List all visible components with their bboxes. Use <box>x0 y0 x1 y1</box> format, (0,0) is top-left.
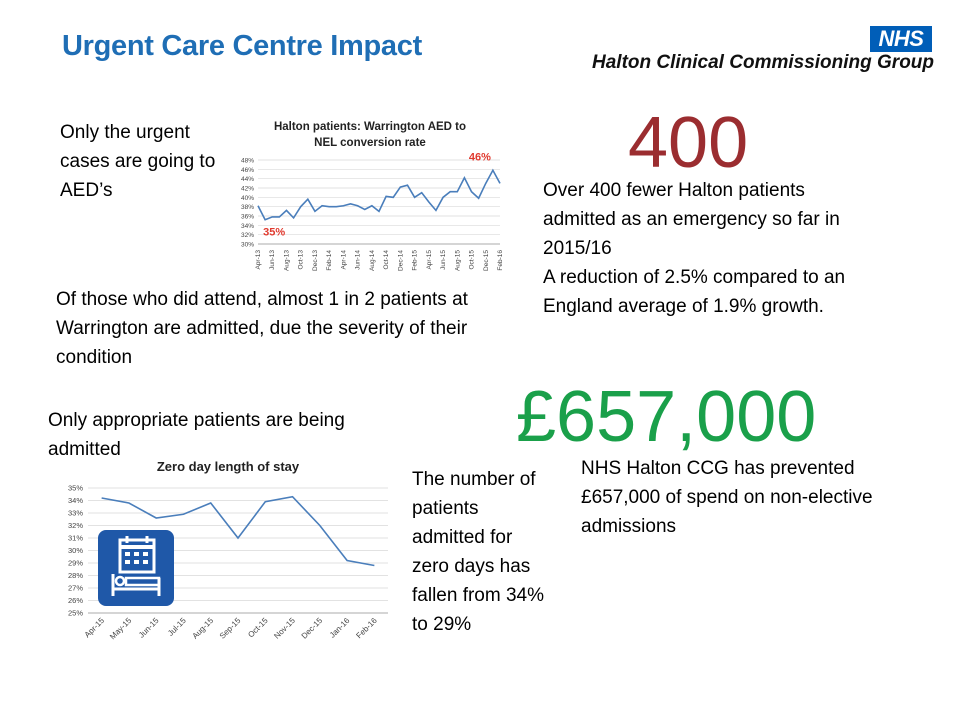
chart2-x-tick-label: Jan-16 <box>328 616 352 640</box>
chart1-y-tick-label: 44% <box>241 176 254 183</box>
chart2-y-tick-label: 34% <box>68 496 83 505</box>
chart1-x-tick-label: Oct-14 <box>383 250 390 270</box>
chart1-y-tick-label: 38% <box>241 204 254 211</box>
chart2-x-tick-label: Jun-15 <box>137 616 161 640</box>
chart1-x-tick-label: Aug-15 <box>454 250 461 271</box>
chart2-y-tick-label: 35% <box>68 484 83 493</box>
attend-note: Of those who did attend, almost 1 in 2 p… <box>56 289 468 368</box>
chart1-x-tick-label: Apr-15 <box>426 250 433 270</box>
big-number-400: 400 <box>628 103 749 183</box>
appropriate-note: Only appropriate patients are being admi… <box>48 410 345 460</box>
chart2-y-tick-label: 30% <box>68 546 83 555</box>
chart1-x-tick-label: Oct-15 <box>469 250 476 270</box>
chart1-x-tick-label: Aug-13 <box>283 250 290 271</box>
chart1-x-tick-label: Feb-15 <box>412 250 419 271</box>
chart1-title-line1: Halton patients: Warrington AED to <box>274 121 466 133</box>
chart2-y-tick-label: 25% <box>68 609 83 618</box>
organisation-name: Halton Clinical Commissioning Group <box>592 52 935 73</box>
zero-day-los-chart: Zero day length of stay 35% 34% 33% 32% 31% 3… <box>68 459 388 642</box>
chart1-x-tick-label: Apr-14 <box>340 250 347 270</box>
chart2-x-tick-label: Feb-16 <box>354 616 379 641</box>
chart1-y-tick-label: 42% <box>241 186 254 193</box>
chart2-x-tick-label: Dec-15 <box>300 616 325 641</box>
chart1-x-tick-label: Feb-14 <box>326 250 333 271</box>
chart1-x-tick-label: Apr-13 <box>255 250 262 270</box>
chart1-annotation-min: 35% <box>263 227 285 239</box>
chart2-x-tick-label: Aug-15 <box>191 616 216 641</box>
chart1-x-tick-label: Dec-15 <box>483 250 490 271</box>
big-number-657000: £657,000 <box>516 377 817 457</box>
chart1-y-tick-label: 30% <box>241 242 254 249</box>
chart1-y-tick-label: 34% <box>241 223 254 230</box>
aed-note: Only the urgent cases are going to AED’s <box>60 122 216 201</box>
chart1-series-line <box>257 168 501 221</box>
chart2-y-tick-label: 32% <box>68 521 83 530</box>
chart1-y-tick-label: 48% <box>241 158 254 165</box>
chart2-y-tick-label: 27% <box>68 584 83 593</box>
nhs-logo: NHS <box>870 26 932 52</box>
chart2-title: Zero day length of stay <box>157 459 300 474</box>
chart1-y-tick-label: 46% <box>241 167 254 174</box>
chart1-x-tick-label: Dec-13 <box>312 250 319 271</box>
chart2-x-tick-label: Sep-15 <box>218 616 243 641</box>
chart2-y-tick-label: 28% <box>68 571 83 580</box>
chart1-title-line2: NEL conversion rate <box>314 137 426 149</box>
chart2-series-line <box>101 495 375 567</box>
chart1-x-tick-label: Jun-15 <box>440 250 447 270</box>
chart1-x-tick-label: Oct-13 <box>298 250 305 270</box>
chart2-x-tick-label: May-15 <box>108 616 134 642</box>
chart2-x-tick-label: Nov-15 <box>272 616 297 641</box>
chart1-y-tick-label: 32% <box>241 232 254 239</box>
chart1-x-tick-label: Dec-14 <box>397 250 404 271</box>
chart2-y-tick-label: 31% <box>68 534 83 543</box>
chart1-x-tick-label: Jun-14 <box>355 250 362 270</box>
chart2-x-tick-label: Apr-15 <box>83 616 107 640</box>
chart2-x-tick-label: Jul-15 <box>166 616 188 638</box>
conversion-rate-chart: Halton patients: Warrington AED to NEL c… <box>241 121 504 271</box>
fewer-admitted-note: Over 400 fewer Halton patients admitted … <box>543 180 846 317</box>
chart2-y-tick-label: 26% <box>68 596 83 605</box>
hospital-bed-calendar-icon <box>98 530 174 606</box>
chart2-x-tick-label: Oct-15 <box>246 616 270 640</box>
chart1-x-tick-label: Jun-13 <box>269 250 276 270</box>
chart2-y-tick-label: 29% <box>68 559 83 568</box>
chart1-y-tick-label: 40% <box>241 195 254 202</box>
chart1-y-tick-label: 36% <box>241 214 254 221</box>
chart1-annotation-max: 46% <box>469 151 491 163</box>
chart1-x-tick-label: Feb-16 <box>497 250 504 271</box>
prevented-spend-note: NHS Halton CCG has prevented £657,000 of… <box>581 458 873 537</box>
chart1-x-tick-label: Aug-14 <box>369 250 376 271</box>
chart2-y-tick-label: 33% <box>68 509 83 518</box>
page-title: Urgent Care Centre Impact <box>62 30 422 62</box>
zero-days-note: The number of patients admitted for zero… <box>412 469 545 635</box>
